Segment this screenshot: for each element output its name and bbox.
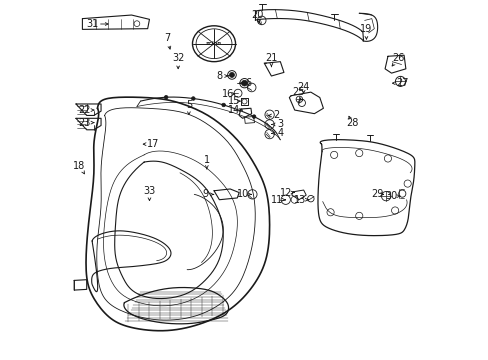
Text: 22: 22 [79,105,91,115]
Text: 23: 23 [79,118,91,128]
Text: 29: 29 [370,189,383,199]
Circle shape [191,97,195,100]
Text: 7: 7 [164,33,170,43]
Circle shape [229,72,234,77]
Text: 24: 24 [297,82,309,92]
Text: 14: 14 [227,105,240,115]
Text: 25: 25 [291,87,304,97]
Text: 31: 31 [86,19,98,29]
Text: 17: 17 [146,139,159,149]
Circle shape [241,80,247,86]
Text: 2: 2 [273,111,279,121]
Text: 13: 13 [293,195,305,205]
Text: 28: 28 [345,118,358,128]
Circle shape [164,95,167,99]
Text: 32: 32 [172,53,184,63]
Text: 6: 6 [244,78,251,88]
Text: 27: 27 [395,78,407,88]
Text: scion: scion [205,41,222,45]
Text: 21: 21 [264,53,277,63]
Text: 3: 3 [277,120,283,129]
Text: 19: 19 [360,24,372,35]
Circle shape [222,103,225,107]
Text: 30: 30 [385,191,397,201]
Text: 26: 26 [392,53,404,63]
Text: 9: 9 [202,189,208,199]
Text: 20: 20 [250,10,263,20]
Text: 8: 8 [216,71,222,81]
Circle shape [252,115,255,118]
Text: 33: 33 [143,186,155,196]
Text: 4: 4 [277,129,283,138]
Text: 18: 18 [73,161,85,171]
Text: 10: 10 [236,189,248,199]
Text: 5: 5 [185,100,192,110]
Text: 11: 11 [270,195,283,205]
Text: 12: 12 [279,188,291,198]
Text: 16: 16 [222,89,234,99]
Text: 15: 15 [227,96,240,106]
Text: 1: 1 [203,155,209,165]
